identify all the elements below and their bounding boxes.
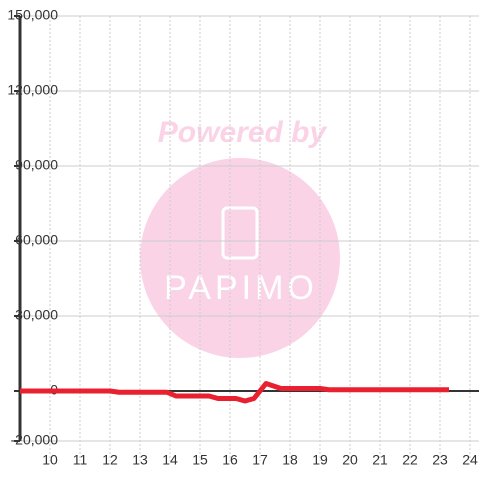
grid: -20,000030,00060,00090,000120,000150,000… [7, 7, 479, 468]
x-tick-label: 14 [162, 452, 178, 468]
y-tick-label: 120,000 [7, 82, 58, 98]
watermark-phone [221, 206, 259, 260]
y-tick-label: 60,000 [15, 232, 58, 248]
x-tick-label: 23 [432, 452, 448, 468]
x-tick-label: 15 [192, 452, 208, 468]
x-tick-label: 20 [342, 452, 358, 468]
x-tick-label: 24 [462, 452, 478, 468]
x-tick-label: 22 [402, 452, 418, 468]
x-tick-label: 13 [132, 452, 148, 468]
x-tick-label: 16 [222, 452, 238, 468]
watermark-text: Powered by [158, 116, 328, 149]
x-tick-label: 19 [312, 452, 328, 468]
x-tick-label: 11 [73, 452, 88, 468]
y-tick-label: 90,000 [15, 157, 58, 173]
x-tick-label: 12 [102, 452, 118, 468]
x-tick-label: 17 [252, 452, 268, 468]
y-tick-label: 150,000 [7, 7, 58, 23]
data-line [20, 381, 449, 404]
y-tick-label: 30,000 [15, 307, 58, 323]
watermark-brand: PAPIMO [164, 269, 318, 307]
x-tick-label: 10 [42, 452, 58, 468]
y-tick-label: -20,000 [11, 432, 59, 448]
x-tick-label: 18 [282, 452, 298, 468]
plot [20, 381, 449, 404]
x-tick-label: 21 [372, 452, 388, 468]
